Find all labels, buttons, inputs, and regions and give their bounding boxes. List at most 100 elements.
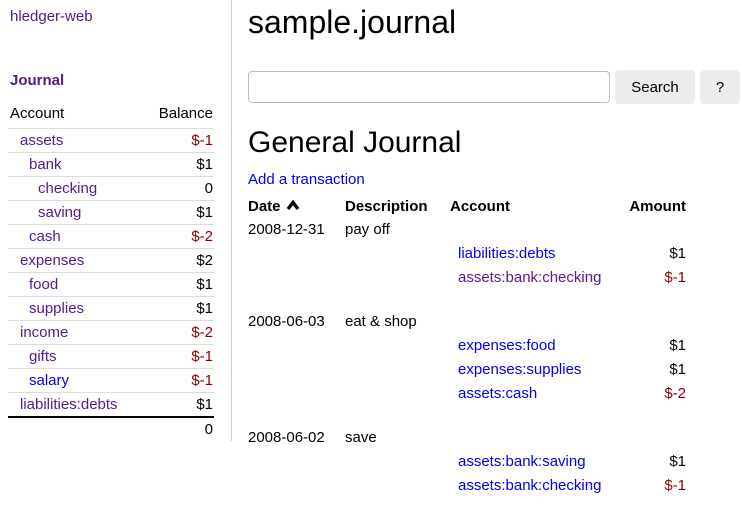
transaction-title-row: 2008-12-31 pay off bbox=[248, 218, 686, 242]
register-col-account: Account bbox=[450, 198, 510, 215]
sidebar-account-row: liabilities:debts $1 bbox=[8, 392, 214, 417]
sidebar-account-rows: assets $-1 bank $1 checking 0 saving $1 cash $-2 e… bbox=[8, 128, 214, 417]
posting-account-link[interactable]: assets:cash bbox=[458, 385, 538, 402]
posting-date-spacer bbox=[248, 474, 345, 498]
sidebar-account-row: supplies $1 bbox=[8, 296, 214, 321]
account-name-cell: bank bbox=[8, 152, 154, 177]
sidebar-account-row: saving $1 bbox=[8, 200, 214, 225]
accounts-col-balance: Balance bbox=[158, 105, 213, 122]
sidebar-account-link[interactable]: salary bbox=[29, 372, 70, 389]
account-balance: $1 bbox=[154, 200, 214, 225]
account-balance: $1 bbox=[154, 152, 214, 177]
account-balance: $-2 bbox=[154, 320, 214, 345]
transaction-description: pay off bbox=[345, 221, 390, 238]
sidebar-total-row: 0 bbox=[8, 416, 214, 441]
account-name-cell: liabilities:debts bbox=[8, 392, 154, 417]
add-transaction-link[interactable]: Add a transaction bbox=[248, 171, 365, 188]
account-name-cell: cash bbox=[8, 224, 154, 249]
accounts-col-account: Account bbox=[10, 105, 65, 122]
search-input[interactable] bbox=[248, 71, 610, 103]
posting-amount: $-2 bbox=[664, 385, 686, 402]
posting-desc-spacer bbox=[345, 450, 450, 474]
accounts-table: Account Balance assets $-1 bank $1 checking 0… bbox=[8, 102, 214, 441]
register-col-amount: Amount bbox=[629, 198, 686, 215]
posting-desc-spacer bbox=[345, 382, 450, 406]
posting-account-link[interactable]: assets:bank:saving bbox=[458, 453, 586, 470]
date-col-label: Date bbox=[248, 198, 281, 215]
sidebar-account-row: gifts $-1 bbox=[8, 344, 214, 369]
posting-desc-spacer bbox=[345, 358, 450, 382]
sidebar-account-link[interactable]: bank bbox=[29, 156, 62, 173]
brand-link[interactable]: hledger-web bbox=[10, 8, 93, 25]
posting-date-spacer bbox=[248, 450, 345, 474]
accounts-header-row: Account Balance bbox=[8, 102, 214, 129]
app-window: hledger-web Journal Account Balance asse… bbox=[8, 0, 740, 494]
sidebar-account-link[interactable]: income bbox=[20, 324, 69, 341]
posting-amount: $1 bbox=[669, 361, 686, 378]
posting-account-cell: assets:cash bbox=[450, 382, 626, 406]
transaction-spacer bbox=[248, 290, 686, 310]
sidebar-account-link[interactable]: supplies bbox=[29, 300, 85, 317]
transaction-date: 2008-06-02 bbox=[248, 429, 325, 446]
sidebar-account-row: salary $-1 bbox=[8, 368, 214, 393]
sidebar-total-balance: 0 bbox=[154, 416, 214, 441]
transaction-title-row: 2008-06-03 eat & shop bbox=[248, 310, 686, 334]
posting-row: assets:bank:saving $1 bbox=[248, 450, 686, 474]
register-col-date-sort[interactable]: Date bbox=[248, 196, 345, 218]
posting-account-cell: expenses:supplies bbox=[450, 358, 626, 382]
sidebar-account-row: cash $-2 bbox=[8, 224, 214, 249]
sidebar-account-link[interactable]: gifts bbox=[29, 348, 57, 365]
posting-row: assets:bank:checking $-1 bbox=[248, 474, 686, 498]
sidebar-account-row: income $-2 bbox=[8, 320, 214, 345]
posting-amount: $1 bbox=[669, 453, 686, 470]
posting-row: liabilities:debts $1 bbox=[248, 242, 686, 266]
sort-ascending-icon bbox=[286, 198, 300, 216]
posting-account-cell: liabilities:debts bbox=[450, 242, 626, 266]
sidebar-account-row: bank $1 bbox=[8, 152, 214, 177]
account-balance: $1 bbox=[154, 392, 214, 417]
posting-account-link[interactable]: assets:bank:checking bbox=[458, 269, 602, 286]
register-rows: 2008-12-31 pay off liabilities:debts $1 asse… bbox=[248, 218, 686, 518]
account-name-cell: supplies bbox=[8, 296, 154, 321]
posting-desc-spacer bbox=[345, 474, 450, 498]
posting-account-link[interactable]: expenses:supplies bbox=[458, 361, 582, 378]
posting-row: assets:bank:checking $-1 bbox=[248, 266, 686, 290]
account-balance: $1 bbox=[154, 272, 214, 297]
posting-row: expenses:food $1 bbox=[248, 334, 686, 358]
sidebar-account-link[interactable]: food bbox=[29, 276, 59, 293]
search-button[interactable]: Search bbox=[615, 70, 695, 104]
posting-date-spacer bbox=[248, 266, 345, 290]
account-name-cell: food bbox=[8, 272, 154, 297]
sidebar-account-link[interactable]: expenses bbox=[20, 252, 85, 269]
posting-account-link[interactable]: assets:bank:checking bbox=[458, 477, 602, 494]
sidebar-account-link[interactable]: liabilities:debts bbox=[20, 396, 118, 413]
transaction-spacer-cell bbox=[248, 290, 686, 310]
register-table: Date Description Account Amount 2008-12-… bbox=[248, 196, 686, 518]
transaction-description: eat & shop bbox=[345, 313, 417, 330]
posting-amount: $-1 bbox=[664, 269, 686, 286]
account-name-cell: saving bbox=[8, 200, 154, 225]
account-balance: $-1 bbox=[154, 344, 214, 369]
posting-account-link[interactable]: liabilities:debts bbox=[458, 245, 556, 262]
posting-account-cell: assets:bank:checking bbox=[450, 474, 626, 498]
sidebar-account-link[interactable]: saving bbox=[38, 204, 82, 221]
posting-date-spacer bbox=[248, 242, 345, 266]
sidebar-account-row: assets $-1 bbox=[8, 128, 214, 153]
search-help-button[interactable]: ? bbox=[700, 70, 740, 104]
sidebar-journal-link[interactable]: Journal bbox=[10, 72, 65, 89]
posting-account-link[interactable]: expenses:food bbox=[458, 337, 556, 354]
sidebar-account-link[interactable]: cash bbox=[29, 228, 61, 245]
sidebar-account-link[interactable]: checking bbox=[38, 180, 98, 197]
account-name-cell: gifts bbox=[8, 344, 154, 369]
account-balance: $-1 bbox=[154, 128, 214, 153]
posting-desc-spacer bbox=[345, 334, 450, 358]
add-transaction-row: Add a transaction bbox=[248, 170, 740, 189]
total-spacer-cell bbox=[8, 416, 154, 441]
account-name-cell: checking bbox=[8, 176, 154, 201]
posting-date-spacer bbox=[248, 382, 345, 406]
sidebar-account-row: food $1 bbox=[8, 272, 214, 297]
sidebar-account-link[interactable]: assets bbox=[20, 132, 64, 149]
sidebar-account-row: checking 0 bbox=[8, 176, 214, 201]
posting-desc-spacer bbox=[345, 266, 450, 290]
transaction-spacer-cell bbox=[248, 406, 686, 426]
